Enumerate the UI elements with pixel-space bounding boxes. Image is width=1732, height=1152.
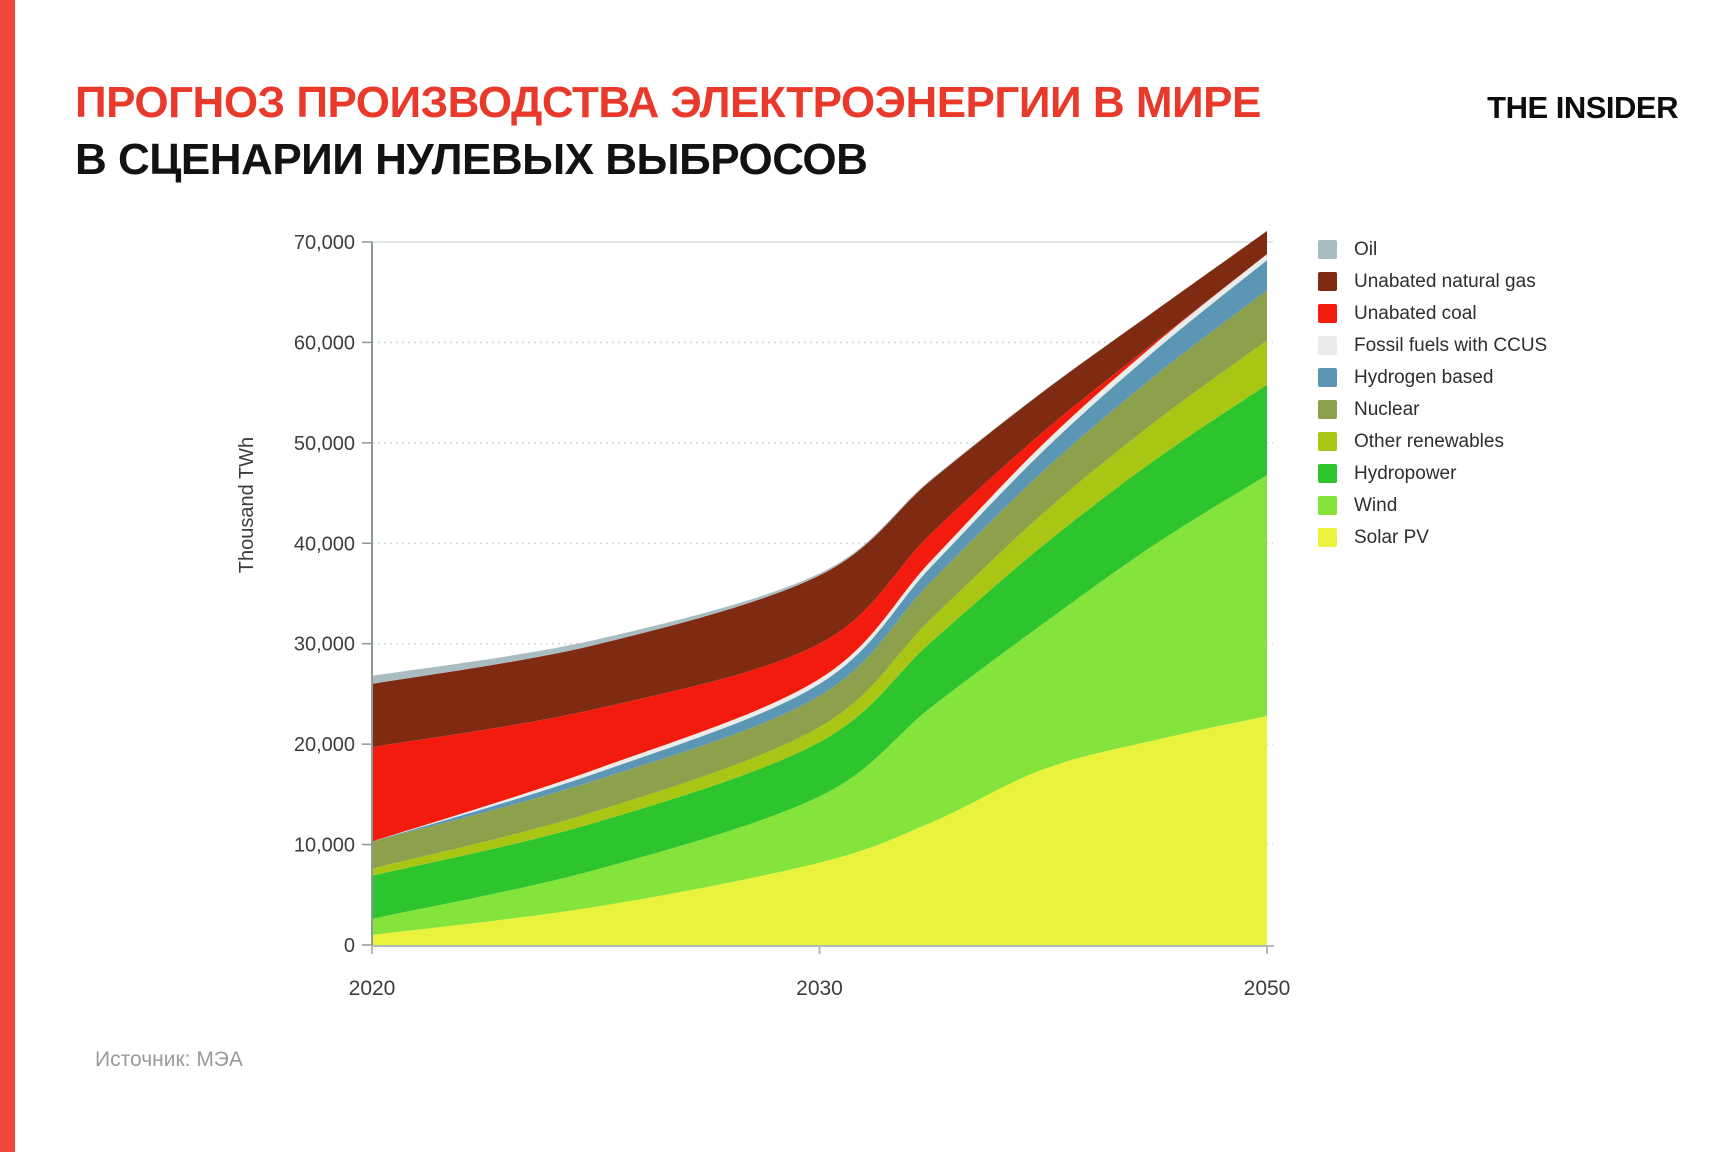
legend-label: Unabated coal [1354, 303, 1477, 324]
page-title: ПРОГНОЗ ПРОИЗВОДСТВА ЭЛЕКТРОЭНЕРГИИ В МИ… [75, 74, 1261, 188]
page-title-line-1: ПРОГНОЗ ПРОИЗВОДСТВА ЭЛЕКТРОЭНЕРГИИ В МИ… [75, 78, 1261, 127]
y-tick-label: 30,000 [294, 634, 355, 656]
legend-item-solar-pv: Solar PV [1318, 528, 1547, 547]
legend-item-unabated-coal: Unabated coal [1318, 304, 1547, 323]
left-accent-stripe [0, 0, 15, 1152]
legend-swatch-nuclear [1318, 400, 1337, 419]
legend-item-other-renewables: Other renewables [1318, 432, 1547, 451]
legend-item-hydropower: Hydropower [1318, 464, 1547, 483]
legend-label: Hydropower [1354, 463, 1457, 484]
legend-label: Fossil fuels with CCUS [1354, 335, 1548, 356]
area-band-solar-pv [372, 716, 1267, 945]
y-axis-label: Thousand TWh [236, 437, 258, 573]
area-band-unabated-natural-gas [372, 231, 1267, 748]
legend-label: Oil [1354, 239, 1378, 260]
legend-swatch-oil [1318, 240, 1337, 259]
legend-swatch-hydrogen-based [1318, 368, 1337, 387]
x-tick-label-2030: 2030 [796, 977, 843, 1000]
legend-swatch-hydropower [1318, 464, 1337, 483]
legend-item-oil: Oil [1318, 240, 1547, 259]
legend-item-fossil-fuels-with-ccus: Fossil fuels with CCUS [1318, 336, 1547, 355]
legend-item-wind: Wind [1318, 496, 1547, 515]
legend-label: Nuclear [1354, 399, 1420, 420]
y-tick-label: 10,000 [294, 835, 355, 857]
legend-swatch-fossil-fuels-with-ccus [1318, 336, 1337, 355]
area-band-unabated-coal [372, 254, 1267, 842]
legend-item-hydrogen-based: Hydrogen based [1318, 368, 1547, 387]
chart-legend: Oil Unabated natural gas Unabated coal Foss… [1318, 240, 1547, 547]
legend-swatch-other-renewables [1318, 432, 1337, 451]
legend-label: Wind [1354, 495, 1398, 516]
y-tick-label: 50,000 [294, 433, 355, 455]
legend-label: Solar PV [1354, 527, 1429, 548]
legend-item-nuclear: Nuclear [1318, 400, 1547, 419]
legend-swatch-wind [1318, 496, 1337, 515]
area-band-hydropower [372, 384, 1267, 919]
legend-swatch-unabated-natural-gas [1318, 272, 1337, 291]
x-tick-label-2020: 2020 [349, 977, 396, 1000]
legend-label: Unabated natural gas [1354, 271, 1536, 292]
y-tick-label: 0 [344, 935, 355, 957]
legend-swatch-unabated-coal [1318, 304, 1337, 323]
source-note: Источник: МЭА [95, 1048, 243, 1071]
the-insider-logo: THE INSIDER [1487, 90, 1678, 125]
legend-label: Hydrogen based [1354, 367, 1494, 388]
y-tick-label: 20,000 [294, 734, 355, 756]
legend-item-unabated-natural-gas: Unabated natural gas [1318, 272, 1547, 291]
legend-swatch-solar-pv [1318, 528, 1337, 547]
x-tick-label-2050: 2050 [1244, 977, 1291, 1000]
area-band-wind [372, 475, 1267, 935]
y-tick-label: 70,000 [294, 232, 355, 254]
page-title-line-2: В СЦЕНАРИИ НУЛЕВЫХ ВЫБРОСОВ [75, 135, 868, 184]
y-tick-label: 60,000 [294, 332, 355, 354]
y-tick-label: 40,000 [294, 533, 355, 555]
legend-label: Other renewables [1354, 431, 1504, 452]
